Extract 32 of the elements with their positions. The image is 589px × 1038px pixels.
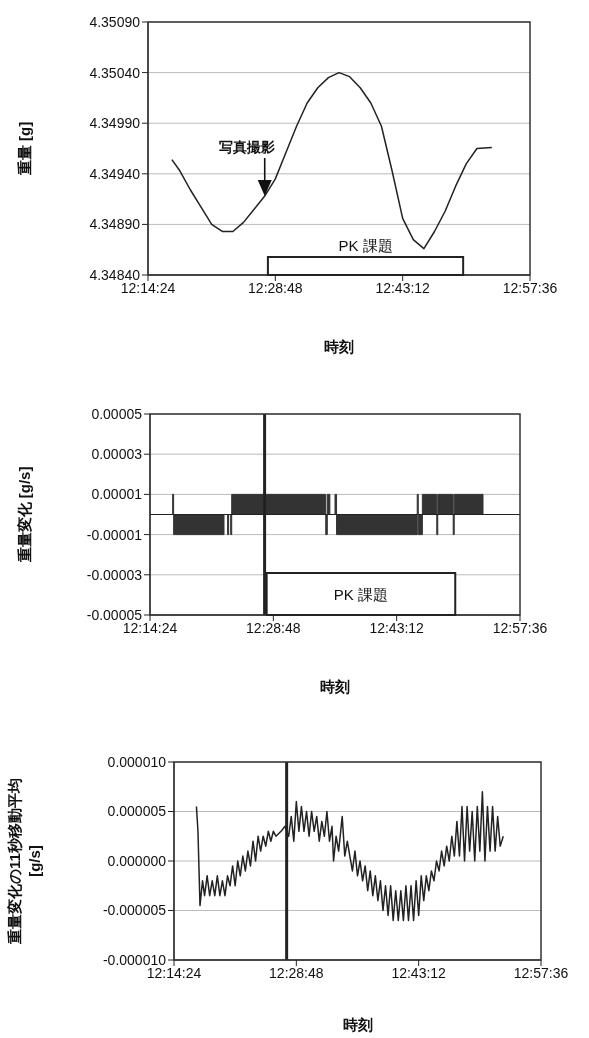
y-tick-label: -0.00003 xyxy=(86,566,143,583)
x-axis-title: 時刻 xyxy=(342,1016,373,1033)
x-axis-title: 時刻 xyxy=(320,678,350,695)
x-tick-label: 12:43:12 xyxy=(369,619,425,636)
x-tick-label: 12:57:36 xyxy=(502,279,558,296)
y-tick-label: 0.000000 xyxy=(107,852,167,869)
y-tick-label: 4.34940 xyxy=(89,165,141,182)
y-tick-label: 0.000010 xyxy=(107,753,167,770)
y-axis-title: 重量 [g] xyxy=(16,121,33,177)
y-tick-label: 0.00005 xyxy=(91,405,143,422)
x-axis-title: 時刻 xyxy=(324,338,354,355)
annotation: 写真撮影 xyxy=(218,139,275,156)
band-label: PK 課題 xyxy=(338,237,393,254)
y-tick-label: 4.34890 xyxy=(89,216,141,233)
y-tick-label: -0.000005 xyxy=(102,902,167,919)
y-axis-title: 重量変化の11秒移動平均 [g/s] xyxy=(6,778,43,945)
x-tick-label: 12:43:12 xyxy=(375,279,431,296)
y-tick-label: 4.35090 xyxy=(89,13,141,30)
x-tick-label: 12:28:48 xyxy=(269,964,324,981)
y-tick-label: 0.00001 xyxy=(91,486,143,503)
y-axis-title: 重量変化 [g/s] xyxy=(16,466,33,564)
band-label: PK 課題 xyxy=(333,586,389,603)
x-tick-label: 12:57:36 xyxy=(513,964,569,981)
y-tick-label: 0.000005 xyxy=(107,803,167,820)
y-tick-label: 4.34990 xyxy=(89,115,141,132)
y-tick-label: 4.35040 xyxy=(89,64,141,81)
y-tick-label: -0.00001 xyxy=(86,526,143,543)
x-tick-label: 12:28:48 xyxy=(246,619,301,636)
x-tick-label: 12:28:48 xyxy=(248,279,303,296)
y-tick-label: 0.00003 xyxy=(91,446,143,463)
x-tick-label: 12:43:12 xyxy=(391,964,447,981)
x-tick-label: 12:57:36 xyxy=(492,619,548,636)
